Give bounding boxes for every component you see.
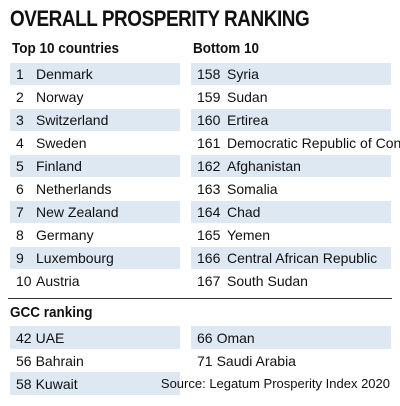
country-name: Germany — [36, 227, 94, 243]
list-item: 164 Chad — [191, 201, 391, 224]
page-title: OVERALL PROSPERITY RANKING — [10, 6, 310, 31]
country-name: Kuwait — [35, 375, 78, 392]
rank: 58 — [16, 375, 32, 392]
gcc-list-right: 66 Oman 71 Saudi Arabia — [191, 326, 391, 372]
rank: 10 — [16, 273, 32, 289]
rank: 8 — [16, 227, 24, 243]
list-item: 7 New Zealand — [10, 201, 180, 224]
country-name: Oman — [216, 329, 255, 346]
country-name: Syria — [227, 66, 259, 82]
list-item: 161 Democratic Republic of Congo — [191, 132, 400, 155]
list-item: 58 Kuwait — [10, 372, 180, 395]
country-name: Luxembourg — [36, 250, 114, 266]
list-item: 159 Sudan — [191, 86, 391, 109]
country-name: South Sudan — [227, 273, 308, 289]
rank: 160 — [197, 112, 221, 128]
country-name: Bahrain — [35, 352, 84, 369]
list-item: 3 Switzerland — [10, 109, 180, 132]
country-name: Netherlands — [36, 181, 112, 197]
country-name: Chad — [227, 204, 261, 220]
list-item: 1 Denmark — [10, 63, 180, 86]
list-item: 9 Luxembourg — [10, 247, 180, 270]
country-name: Afghanistan — [227, 158, 301, 174]
country-name: Sweden — [36, 135, 87, 151]
country-name: New Zealand — [36, 204, 119, 220]
section-divider — [8, 298, 392, 299]
country-name: Saudi Arabia — [216, 352, 296, 369]
rank: 162 — [197, 158, 221, 174]
rank: 164 — [197, 204, 221, 220]
rank: 163 — [197, 181, 221, 197]
rank: 66 — [197, 329, 213, 346]
country-name: Switzerland — [36, 112, 109, 128]
source-note: Source: Legatum Prosperity Index 2020 — [160, 376, 390, 391]
rank: 159 — [197, 89, 221, 105]
rank: 71 — [197, 352, 213, 369]
rank: 6 — [16, 181, 24, 197]
list-item: 158 Syria — [191, 63, 391, 86]
rank: 9 — [16, 250, 24, 266]
rank: 5 — [16, 158, 24, 174]
country-name: Ertirea — [227, 112, 269, 128]
rank: 3 — [16, 112, 24, 128]
country-name: Democratic Republic of Congo — [227, 135, 400, 151]
rank: 7 — [16, 204, 24, 220]
list-item: 42 UAE — [10, 326, 180, 349]
list-item: 5 Finland — [10, 155, 180, 178]
rank: 165 — [197, 227, 221, 243]
rank: 166 — [197, 250, 221, 266]
list-item: 166 Central African Republic — [191, 247, 391, 270]
top-10-heading: Top 10 countries — [12, 40, 120, 57]
country-name: Somalia — [227, 181, 278, 197]
list-item: 165 Yemen — [191, 224, 391, 247]
rank: 158 — [197, 66, 221, 82]
bottom-10-list: 158 Syria 159 Sudan 160 Ertirea 161 Democrat… — [191, 63, 400, 293]
country-name: Central African Republic — [227, 250, 378, 266]
country-name: Finland — [36, 158, 82, 174]
rank: 56 — [16, 352, 32, 369]
list-item: 4 Sweden — [10, 132, 180, 155]
rank: 42 — [16, 329, 32, 346]
rank: 2 — [16, 89, 24, 105]
country-name: Sudan — [227, 89, 268, 105]
rank: 161 — [197, 135, 221, 151]
list-item: 2 Norway — [10, 86, 180, 109]
list-item: 162 Afghanistan — [191, 155, 391, 178]
list-item: 66 Oman — [191, 326, 391, 349]
country-name: Austria — [36, 273, 80, 289]
gcc-heading: GCC ranking — [10, 304, 93, 321]
bottom-10-heading: Bottom 10 — [193, 40, 260, 57]
country-name: Yemen — [227, 227, 271, 243]
list-item: 160 Ertirea — [191, 109, 391, 132]
list-item: 6 Netherlands — [10, 178, 180, 201]
list-item: 163 Somalia — [191, 178, 391, 201]
list-item: 10 Austria — [10, 270, 180, 293]
list-item: 56 Bahrain — [10, 349, 180, 372]
country-name: Denmark — [36, 66, 93, 82]
country-name: UAE — [35, 329, 65, 346]
rank: 4 — [16, 135, 24, 151]
country-name: Norway — [36, 89, 84, 105]
list-item: 8 Germany — [10, 224, 180, 247]
list-item: 167 South Sudan — [191, 270, 391, 293]
rank: 167 — [197, 273, 221, 289]
list-item: 71 Saudi Arabia — [191, 349, 391, 372]
rank: 1 — [16, 66, 24, 82]
gcc-list-left: 42 UAE 56 Bahrain 58 Kuwait — [10, 326, 180, 395]
